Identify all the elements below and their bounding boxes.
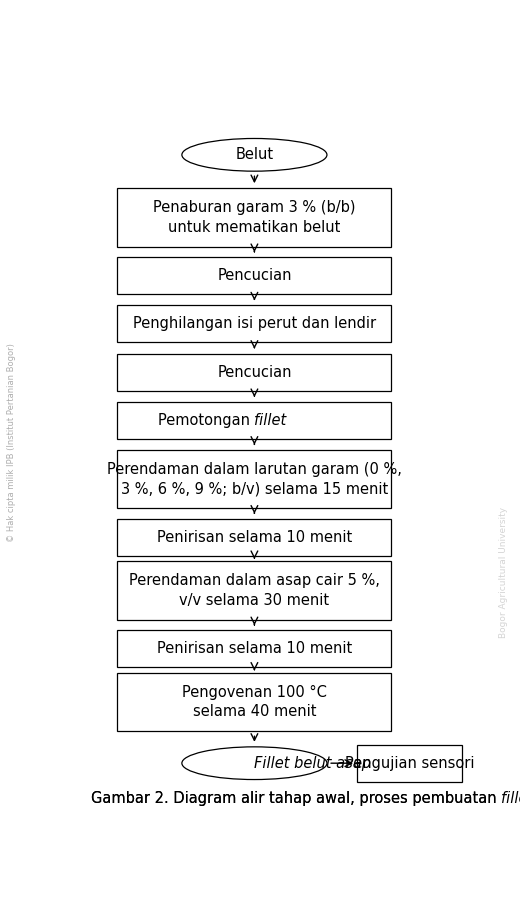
- Text: Fillet belut asap: Fillet belut asap: [254, 756, 371, 771]
- Text: Belut: Belut: [236, 148, 274, 162]
- Text: © Hak cipta milik IPB (Institut Pertanian Bogor): © Hak cipta milik IPB (Institut Pertania…: [7, 343, 16, 543]
- FancyBboxPatch shape: [118, 402, 392, 439]
- Text: Gambar 2. Diagram alir tahap awal, proses pembuatan: Gambar 2. Diagram alir tahap awal, prose…: [91, 790, 501, 806]
- Text: fillet: fillet: [501, 790, 520, 806]
- Text: Pengovenan 100 °C
selama 40 menit: Pengovenan 100 °C selama 40 menit: [182, 685, 327, 720]
- Text: Pencucian: Pencucian: [217, 365, 292, 379]
- Text: Penirisan selama 10 menit: Penirisan selama 10 menit: [157, 530, 352, 545]
- Text: Penaburan garam 3 % (b/b)
untuk mematikan belut: Penaburan garam 3 % (b/b) untuk mematika…: [153, 200, 356, 234]
- Text: Gambar 2. Diagram alir tahap awal, proses pembuatan: Gambar 2. Diagram alir tahap awal, prose…: [91, 790, 501, 806]
- Text: Pemotongan: Pemotongan: [158, 414, 254, 428]
- Text: Penirisan selama 10 menit: Penirisan selama 10 menit: [157, 641, 352, 656]
- Text: fillet: fillet: [254, 414, 287, 428]
- FancyBboxPatch shape: [118, 354, 392, 390]
- Text: Pengujian sensori: Pengujian sensori: [345, 756, 474, 771]
- FancyBboxPatch shape: [118, 519, 392, 556]
- Text: Perendaman dalam larutan garam (0 %,
3 %, 6 %, 9 %; b/v) selama 15 menit: Perendaman dalam larutan garam (0 %, 3 %…: [107, 462, 402, 497]
- Ellipse shape: [182, 747, 327, 780]
- FancyBboxPatch shape: [118, 673, 392, 731]
- Text: Pencucian: Pencucian: [217, 269, 292, 283]
- FancyBboxPatch shape: [118, 188, 392, 246]
- FancyBboxPatch shape: [118, 450, 392, 508]
- Text: Penghilangan isi perut dan lendir: Penghilangan isi perut dan lendir: [133, 317, 376, 331]
- FancyBboxPatch shape: [118, 630, 392, 667]
- Text: belut asap: belut asap: [502, 790, 520, 806]
- Text: Perendaman dalam asap cair 5 %,
v/v selama 30 menit: Perendaman dalam asap cair 5 %, v/v sela…: [129, 573, 380, 608]
- FancyBboxPatch shape: [118, 306, 392, 342]
- Ellipse shape: [182, 138, 327, 171]
- FancyBboxPatch shape: [118, 561, 392, 619]
- Text: Bogor Agricultural University: Bogor Agricultural University: [499, 507, 508, 638]
- FancyBboxPatch shape: [118, 258, 392, 294]
- FancyBboxPatch shape: [357, 745, 462, 782]
